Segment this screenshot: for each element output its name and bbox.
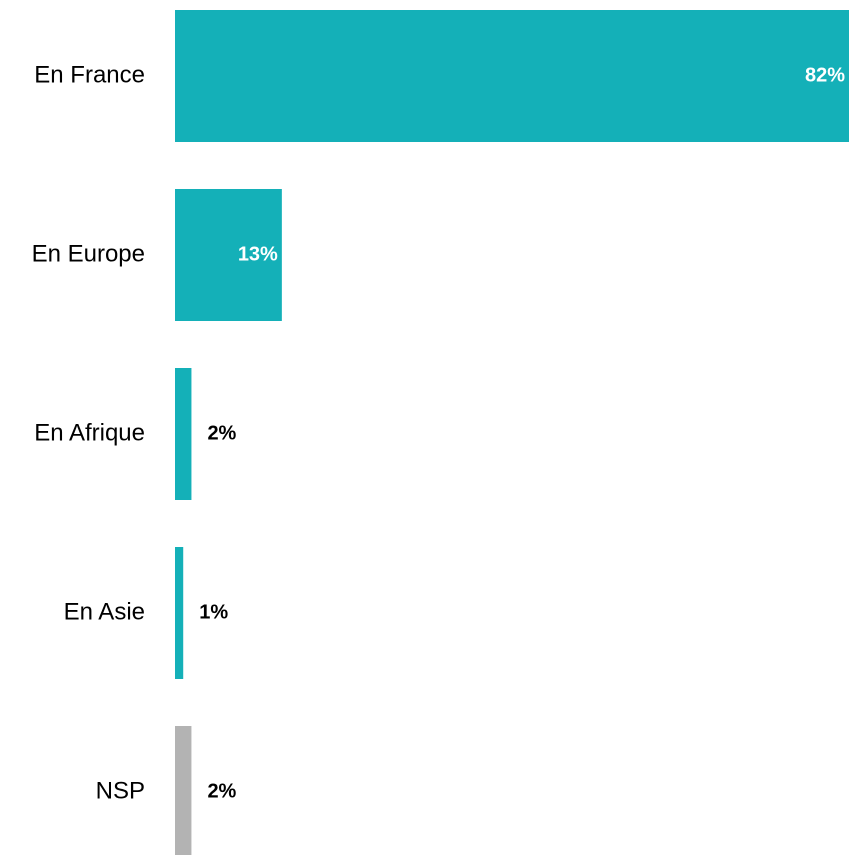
- value-label: 1%: [199, 601, 228, 623]
- bar: [175, 726, 192, 855]
- bar: [175, 189, 282, 321]
- category-label: En France: [34, 61, 145, 88]
- bar: [175, 547, 184, 679]
- bar: [175, 368, 192, 500]
- category-label: NSP: [96, 777, 145, 804]
- value-label: 2%: [207, 422, 236, 444]
- bar: [175, 10, 849, 142]
- category-label: En Afrique: [34, 419, 145, 446]
- value-label: 2%: [207, 780, 236, 802]
- category-label: En Europe: [32, 240, 145, 267]
- value-label: 82%: [805, 64, 845, 86]
- category-label: En Asie: [64, 598, 145, 625]
- value-label: 13%: [238, 243, 278, 265]
